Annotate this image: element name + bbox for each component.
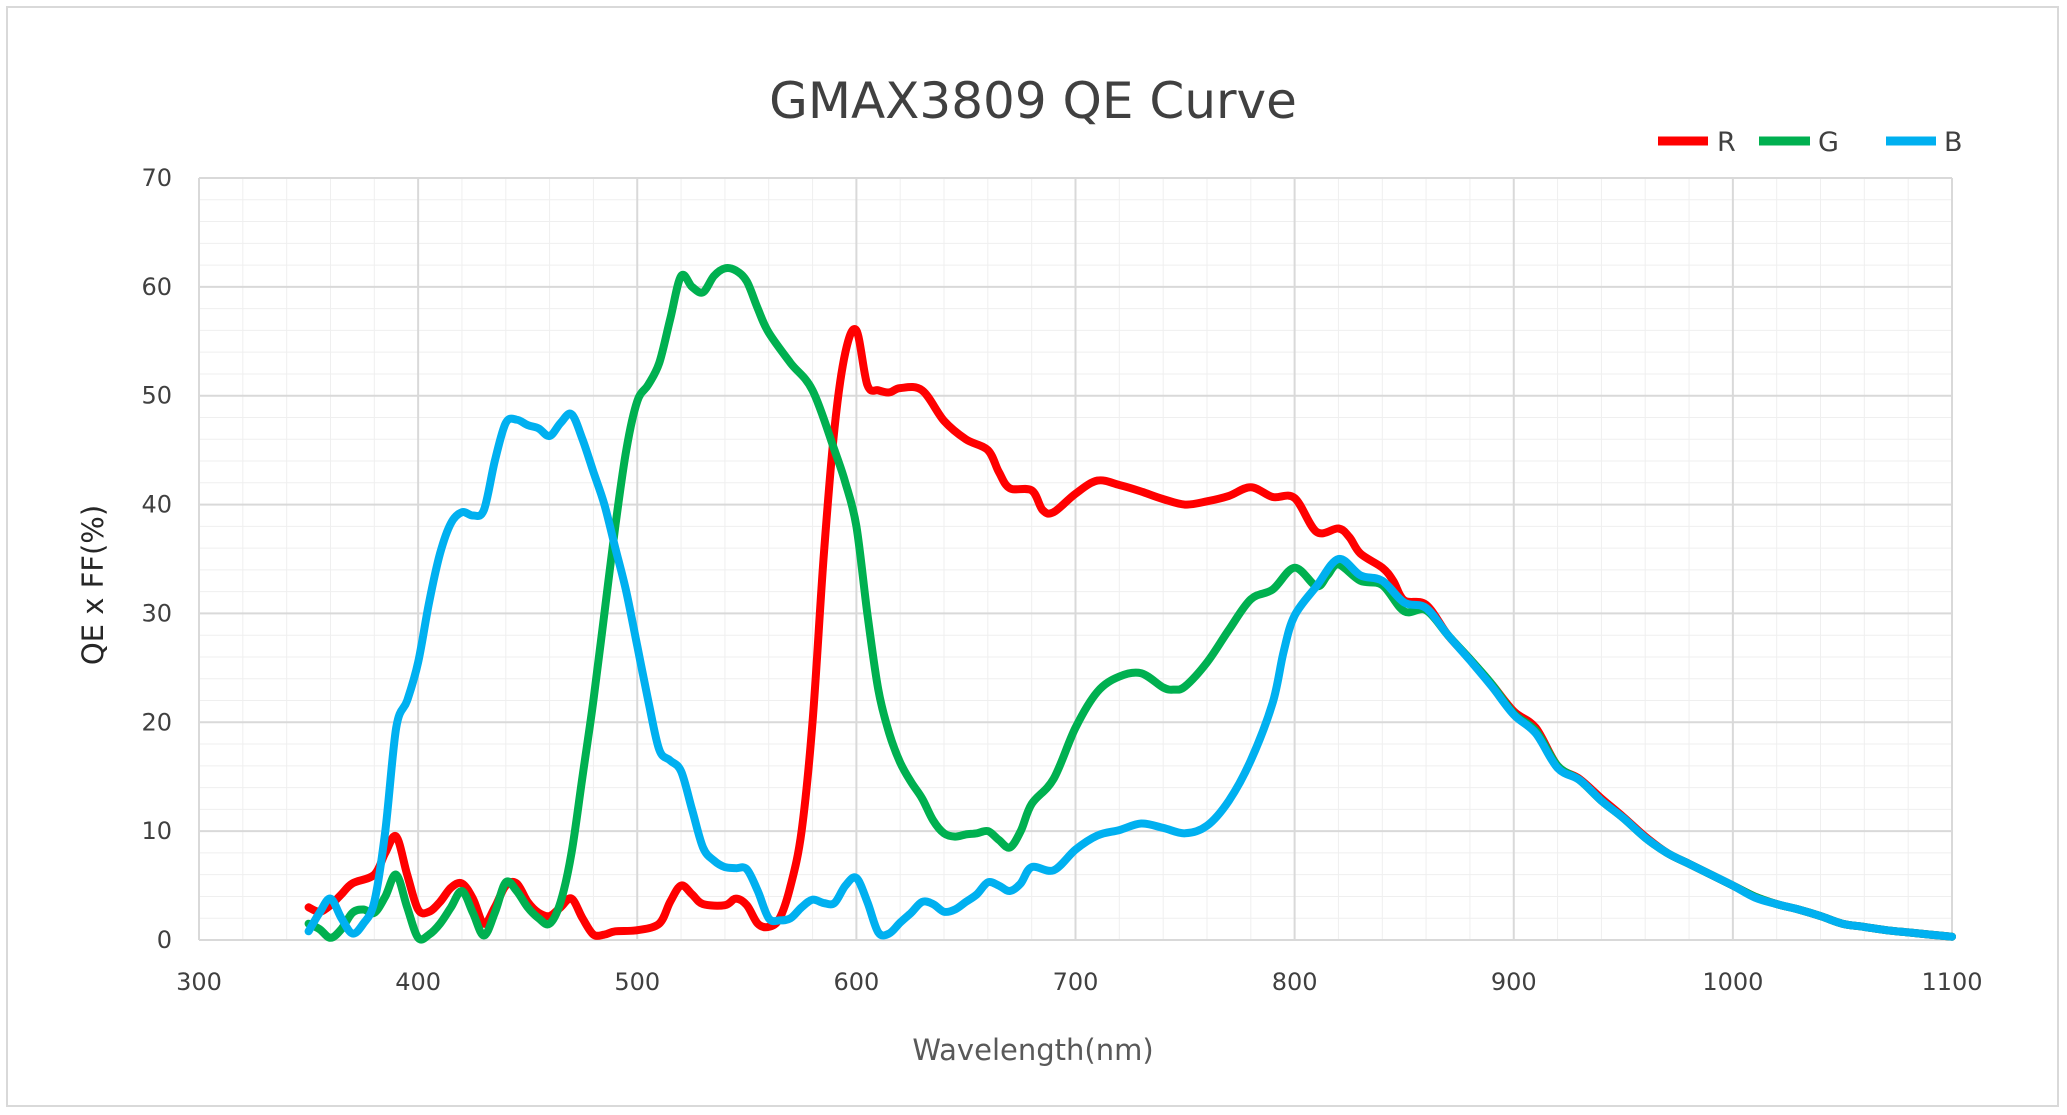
y-tick-label: 40 — [141, 491, 172, 519]
x-tick-label: 900 — [1491, 968, 1537, 996]
series-line-r — [304, 325, 1956, 941]
y-tick-label: 60 — [141, 273, 172, 301]
x-tick-label: 400 — [395, 968, 441, 996]
y-tick-label: 10 — [141, 817, 172, 845]
x-axis-label: Wavelength(nm) — [912, 1033, 1153, 1067]
legend: R G B — [1658, 127, 1963, 158]
legend-item-g: G — [1759, 127, 1839, 158]
y-tick-label: 30 — [141, 599, 172, 627]
x-tick-label: 700 — [1053, 968, 1099, 996]
x-tick-label: 1100 — [1921, 968, 1982, 996]
legend-item-r: R — [1658, 127, 1736, 158]
x-tick-label: 300 — [176, 968, 222, 996]
legend-label-b: B — [1944, 127, 1963, 158]
legend-item-b: B — [1886, 127, 1963, 158]
x-tick-label: 1000 — [1702, 968, 1763, 996]
y-tick-label: 50 — [141, 382, 172, 410]
y-axis-label: QE x FF(%) — [76, 505, 110, 665]
grid — [198, 177, 1953, 941]
y-tick-label: 0 — [157, 926, 172, 954]
series-lines — [304, 264, 1956, 944]
legend-label-r: R — [1717, 127, 1736, 158]
legend-label-g: G — [1818, 127, 1839, 158]
y-tick-label: 70 — [141, 164, 172, 192]
y-tick-label: 20 — [141, 708, 172, 736]
x-tick-label: 600 — [833, 968, 879, 996]
series-line-b — [304, 409, 1956, 941]
x-tick-label: 800 — [1272, 968, 1318, 996]
chart-title: GMAX3809 QE Curve — [769, 72, 1297, 130]
series-line-g — [304, 264, 1956, 944]
x-tick-label: 500 — [614, 968, 660, 996]
tick-labels: 300 400 500 600 700 800 900 1000 1100 0 10 20 30 40 50… — [141, 164, 1982, 996]
